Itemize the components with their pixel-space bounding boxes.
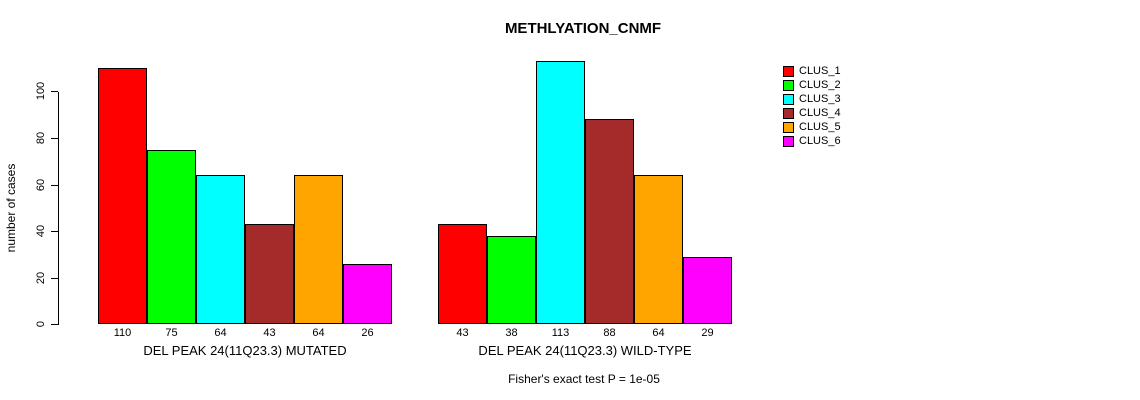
bar-value-label: 43 xyxy=(456,327,469,339)
legend: CLUS_1 CLUS_2 CLUS_3 CLUS_4 CLUS_5 CLUS_6 xyxy=(783,64,841,148)
legend-row-clus_3: CLUS_3 xyxy=(783,92,841,106)
legend-swatch-icon xyxy=(783,121,794,133)
bar-value-label: 38 xyxy=(505,327,518,339)
bar-clus_4-group1 xyxy=(245,224,294,324)
legend-row-clus_1: CLUS_1 xyxy=(783,64,841,78)
legend-row-clus_4: CLUS_4 xyxy=(783,106,841,120)
y-tick-label: 80 xyxy=(35,131,47,145)
bar-value-label: 88 xyxy=(603,327,616,339)
bar-value-label: 43 xyxy=(263,327,276,339)
y-tick-label: 0 xyxy=(35,320,47,328)
y-tick-label: 100 xyxy=(35,81,47,101)
legend-row-clus_5: CLUS_5 xyxy=(783,120,841,134)
fisher-test-annotation: Fisher's exact test P = 1e-05 xyxy=(508,372,660,386)
legend-swatch-icon xyxy=(783,93,794,105)
legend-swatch-icon xyxy=(783,107,794,119)
y-axis-line xyxy=(58,92,59,325)
bar-clus_3-group2 xyxy=(536,61,585,324)
group-label-wild-type: DEL PEAK 24(11Q23.3) WILD-TYPE xyxy=(478,343,692,358)
bar-value-label: 64 xyxy=(652,327,665,339)
bar-clus_5-group1 xyxy=(294,175,343,324)
y-tick-mark xyxy=(51,324,58,325)
bar-value-label: 110 xyxy=(113,327,132,339)
bar-clus_1-group1 xyxy=(98,68,147,324)
y-tick-mark xyxy=(51,231,58,232)
bar-clus_6-group1 xyxy=(343,264,392,324)
legend-label: CLUS_3 xyxy=(799,93,841,105)
legend-swatch-icon xyxy=(783,65,794,77)
bar-value-label: 113 xyxy=(551,327,570,339)
bar-clus_1-group2 xyxy=(438,224,487,324)
y-axis-label: number of cases xyxy=(4,163,18,253)
y-tick-label: 60 xyxy=(35,178,47,192)
legend-label: CLUS_4 xyxy=(799,107,841,119)
bar-clus_2-group1 xyxy=(147,150,196,324)
bar-value-label: 64 xyxy=(312,327,325,339)
bar-value-label: 75 xyxy=(165,327,178,339)
bar-clus_5-group2 xyxy=(634,175,683,324)
bar-clus_4-group2 xyxy=(585,119,634,324)
y-tick-label: 40 xyxy=(35,224,47,238)
legend-label: CLUS_5 xyxy=(799,121,841,133)
bar-clus_6-group2 xyxy=(683,257,732,324)
legend-swatch-icon xyxy=(783,135,794,147)
legend-label: CLUS_6 xyxy=(799,135,841,147)
bar-clus_3-group1 xyxy=(196,175,245,324)
legend-row-clus_6: CLUS_6 xyxy=(783,134,841,148)
legend-label: CLUS_1 xyxy=(799,65,841,77)
y-tick-mark xyxy=(51,91,58,92)
y-tick-mark xyxy=(51,185,58,186)
legend-swatch-icon xyxy=(783,79,794,91)
bar-value-label: 64 xyxy=(214,327,227,339)
chart-title: METHLYATION_CNMF xyxy=(504,20,662,37)
y-tick-mark xyxy=(51,278,58,279)
bar-clus_2-group2 xyxy=(487,236,536,324)
legend-label: CLUS_2 xyxy=(799,79,841,91)
group-label-mutated: DEL PEAK 24(11Q23.3) MUTATED xyxy=(143,343,347,358)
bar-value-label: 26 xyxy=(361,327,374,339)
bar-value-label: 29 xyxy=(701,327,714,339)
y-tick-label: 20 xyxy=(35,271,47,285)
y-tick-mark xyxy=(51,138,58,139)
legend-row-clus_2: CLUS_2 xyxy=(783,78,841,92)
